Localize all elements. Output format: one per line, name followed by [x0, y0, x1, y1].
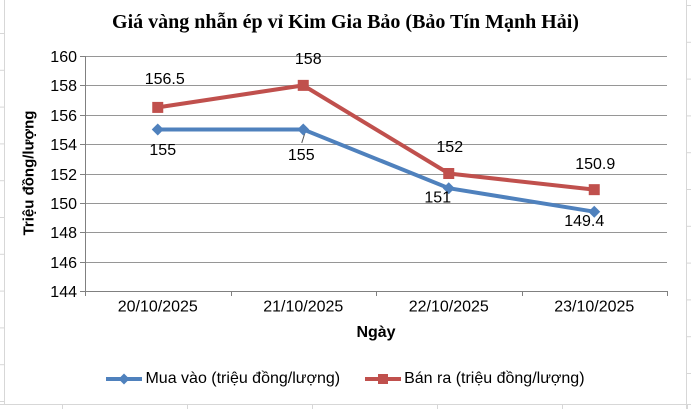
series-line-0: [155, 127, 597, 214]
x-tick-label: 23/10/2025: [554, 299, 634, 316]
legend-line-square-icon: [365, 374, 402, 384]
data-point-marker: [588, 184, 600, 196]
data-point-marker: [297, 79, 309, 91]
y-tick-label: 144: [50, 284, 77, 301]
x-tick-label: 22/10/2025: [409, 299, 489, 316]
chart-title: Giá vàng nhẫn ép vỉ Kim Gia Bảo (Bảo Tín…: [112, 11, 579, 33]
data-label: 149.4: [564, 213, 604, 230]
data-point-marker: [151, 123, 164, 136]
legend-line-diamond-icon: [106, 373, 143, 385]
y-tick-label: 156: [50, 108, 77, 125]
legend-item-ban-ra: Bán ra (triệu đồng/lượng): [365, 370, 585, 388]
data-point-marker: [442, 182, 455, 195]
legend-label-mua-vao: Mua vào (triệu đồng/lượng): [145, 370, 341, 387]
y-tick-label: 150: [50, 196, 77, 213]
legend-label-ban-ra: Bán ra (triệu đồng/lượng): [404, 370, 585, 387]
data-label: 151: [424, 190, 451, 207]
data-label: 158: [295, 51, 322, 68]
chart-legend: Mua vào (triệu đồng/lượng) Bán ra (triệu…: [0, 367, 691, 391]
data-label: 155: [288, 147, 315, 164]
data-label: 155: [149, 142, 176, 159]
data-point-marker: [588, 205, 601, 218]
y-tick-label: 160: [50, 49, 77, 66]
y-tick-label: 154: [50, 137, 77, 154]
y-tick-label: 148: [50, 225, 77, 242]
series-line-1: [155, 83, 597, 192]
y-tick-label: 152: [50, 167, 77, 184]
data-label: 156.5: [145, 71, 185, 88]
data-label: 150.9: [575, 156, 615, 173]
x-tick-label: 21/10/2025: [263, 299, 343, 316]
data-label-leader-line: [301, 133, 306, 144]
data-point-marker: [297, 123, 310, 136]
x-tick-label: 20/10/2025: [118, 299, 198, 316]
y-tick-label: 146: [50, 255, 77, 272]
data-point-marker: [443, 168, 455, 179]
x-axis-title: Ngày: [356, 324, 396, 341]
data-point-marker: [152, 101, 164, 113]
y-tick-label: 158: [50, 78, 77, 95]
legend-item-mua-vao: Mua vào (triệu đồng/lượng): [106, 370, 340, 388]
data-label: 152: [436, 139, 463, 156]
